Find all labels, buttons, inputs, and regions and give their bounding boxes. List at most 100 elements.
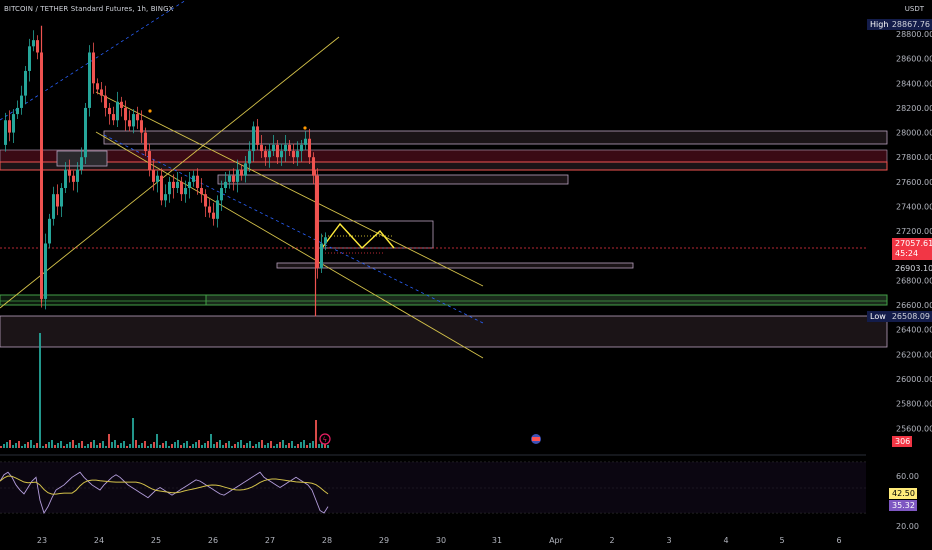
candle-body — [152, 169, 155, 182]
candle-body — [76, 169, 79, 182]
candle-body — [120, 101, 123, 108]
candle-body — [240, 169, 243, 176]
volume-bar — [171, 444, 173, 448]
trendlines — [0, 36, 484, 359]
candle-body — [72, 175, 75, 182]
high-label: High — [870, 20, 889, 29]
price-tick-label: 27200.00 — [896, 227, 932, 236]
candle-body — [172, 181, 175, 189]
time-tick-label: 2 — [609, 536, 614, 545]
price-tick-label: 28200.00 — [896, 104, 932, 113]
candle-body — [220, 188, 223, 201]
candle-body — [276, 144, 279, 158]
volume-bar — [63, 446, 65, 448]
volume-bar — [111, 442, 113, 448]
candle-body — [148, 151, 151, 170]
volume-bar — [204, 443, 206, 448]
candle-body — [80, 157, 83, 170]
volume-bar — [42, 446, 44, 448]
low-tag: Low 26508.09 — [867, 311, 932, 322]
candle-body — [64, 169, 67, 189]
volume-bar — [180, 445, 182, 448]
volume-bar — [315, 420, 317, 448]
volume-bar — [138, 445, 140, 448]
rsi-line — [0, 471, 329, 515]
volume-bar — [150, 444, 152, 448]
candle-body — [288, 144, 291, 152]
price-tick-label: 27800.00 — [896, 153, 932, 162]
candlestick-series[interactable] — [4, 25, 327, 317]
volume-bar — [240, 440, 242, 448]
event-icon-flag[interactable] — [531, 434, 541, 444]
demand-zone — [0, 315, 888, 348]
candle-body — [8, 120, 11, 133]
rsi-value: 42.50 — [892, 489, 915, 498]
volume-bar — [6, 442, 8, 448]
volume-bar — [3, 444, 5, 448]
candle-body — [44, 243, 47, 299]
currency-label: USDT — [904, 5, 924, 13]
candle-body — [108, 107, 111, 115]
candle-body — [308, 138, 311, 158]
volume-bar — [177, 440, 179, 448]
volume-bar — [75, 445, 77, 448]
candle-body — [20, 95, 23, 108]
time-tick-label: 28 — [322, 536, 332, 545]
volume-bar — [162, 443, 164, 448]
candle-body — [304, 138, 307, 145]
volume-bar — [102, 441, 104, 448]
volume-bar — [318, 444, 320, 448]
volume-bar — [96, 445, 98, 448]
volume-bar — [228, 441, 230, 448]
zone-mid — [217, 174, 569, 185]
time-tick-label: 6 — [836, 536, 841, 545]
volume-bar — [114, 440, 116, 448]
volume-bar — [69, 442, 71, 448]
volume-bar — [108, 434, 110, 448]
candle-body — [284, 144, 287, 152]
candle-body — [208, 206, 211, 213]
candle-body — [296, 151, 299, 158]
candle-body — [28, 46, 31, 71]
volume-bar — [279, 442, 281, 448]
candle-body — [312, 157, 315, 176]
volume-bar — [231, 446, 233, 448]
time-tick-label: 24 — [94, 536, 104, 545]
rsi-axis[interactable]: 60.00 20.00 — [896, 472, 919, 531]
event-icon-lightning[interactable]: ϟ — [319, 433, 331, 445]
volume-bar — [93, 440, 95, 448]
time-axis[interactable]: 23 24 25 26 27 28 29 30 31 Apr 2 3 4 5 6 — [37, 536, 842, 545]
time-tick-label: Apr — [549, 536, 564, 545]
volume-bar — [246, 443, 248, 448]
price-tick-label: 26200.00 — [896, 350, 932, 359]
price-tick-label: 25800.00 — [896, 400, 932, 409]
volume-bar — [303, 440, 305, 448]
time-tick-label: 29 — [379, 536, 389, 545]
candle-body — [196, 175, 199, 189]
volume-bar — [30, 440, 32, 448]
candle-body — [292, 151, 295, 158]
volume-series — [0, 333, 329, 448]
volume-bar — [225, 443, 227, 448]
price-tick-label: 28000.00 — [896, 129, 932, 138]
candle-body — [132, 114, 135, 127]
candle-body — [180, 181, 183, 195]
volume-bar — [81, 441, 83, 448]
volume-bar — [174, 442, 176, 448]
rsi-ma-tag: 35.32 — [889, 500, 917, 511]
price-tick-label: 28800.00 — [896, 30, 932, 39]
signal-dot-2 — [303, 126, 307, 130]
volume-bar — [207, 441, 209, 448]
volume-bar — [243, 445, 245, 448]
candle-body — [236, 169, 239, 182]
volume-bar — [0, 446, 2, 448]
volume-bar — [195, 442, 197, 448]
candle-body — [192, 175, 195, 182]
time-tick-label: 30 — [436, 536, 446, 545]
volume-bar — [198, 440, 200, 448]
candle-body — [184, 188, 187, 195]
price-axis[interactable]: 28800.00 28600.00 28400.00 28200.00 28000.00… — [896, 30, 932, 433]
candle-body — [60, 188, 63, 207]
candle-body — [280, 151, 283, 158]
